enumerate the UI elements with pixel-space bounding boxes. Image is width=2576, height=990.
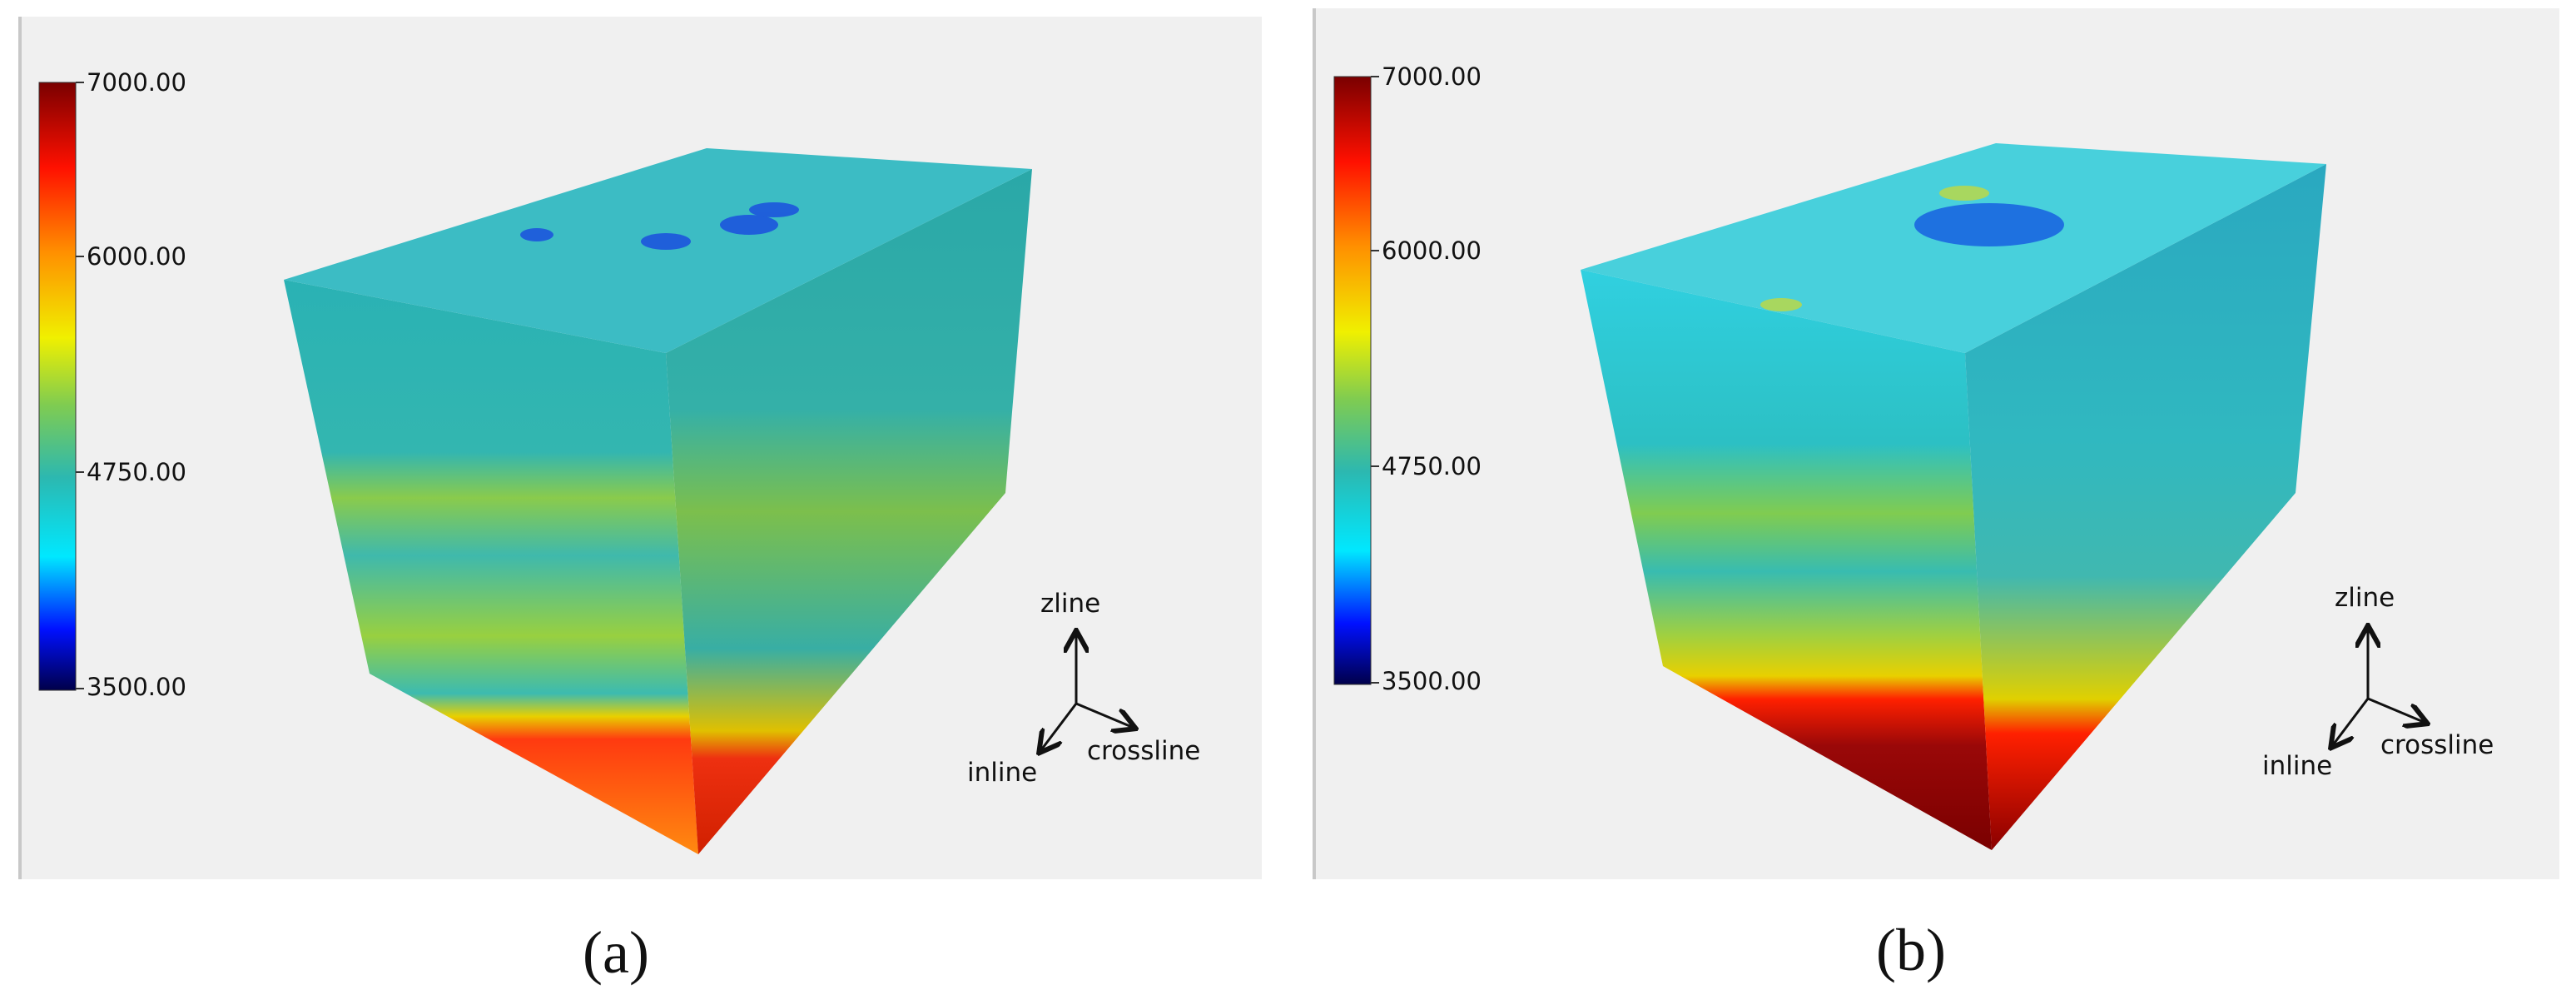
colorbar-ticks (1371, 76, 1379, 684)
cube-side (666, 169, 1032, 854)
axis-label: inline (2262, 751, 2332, 781)
top-anomalies (520, 202, 799, 250)
panel-b: 7000.00 6000.00 4750.00 3500.00 zline in… (1313, 8, 2559, 983)
caption: (a) (583, 919, 649, 986)
cube-side (1965, 164, 2326, 850)
axis-label: crossline (1087, 736, 1200, 766)
axis-label: crossline (2380, 730, 2494, 760)
top-anomalies (1760, 186, 2064, 311)
colorbar-label: 6000.00 (87, 242, 186, 271)
colorbar-label: 7000.00 (1382, 62, 1482, 91)
colorbar-label: 6000.00 (1382, 236, 1482, 265)
colorbar-ticks (76, 82, 84, 689)
colorbar (38, 82, 77, 691)
colorbar-label: 7000.00 (87, 68, 186, 97)
cube-top (284, 148, 1032, 353)
axis-glyph (1040, 633, 1134, 751)
cube-front (1581, 270, 1992, 850)
cube-front (284, 280, 698, 854)
axis-glyph (2332, 628, 2425, 746)
axis-label: zline (1040, 589, 1100, 619)
colorbar-label: 3500.00 (1382, 667, 1482, 695)
colorbar-label: 4750.00 (1382, 452, 1482, 480)
panel-a: 7000.00 6000.00 4750.00 3500.00 zline in… (18, 17, 1262, 986)
colorbar-label: 3500.00 (87, 673, 186, 701)
colorbar (1333, 76, 1372, 685)
axis-label: inline (967, 758, 1037, 788)
colorbar-label: 4750.00 (87, 458, 186, 486)
caption: (b) (1876, 917, 1946, 983)
axis-label: zline (2335, 583, 2395, 613)
